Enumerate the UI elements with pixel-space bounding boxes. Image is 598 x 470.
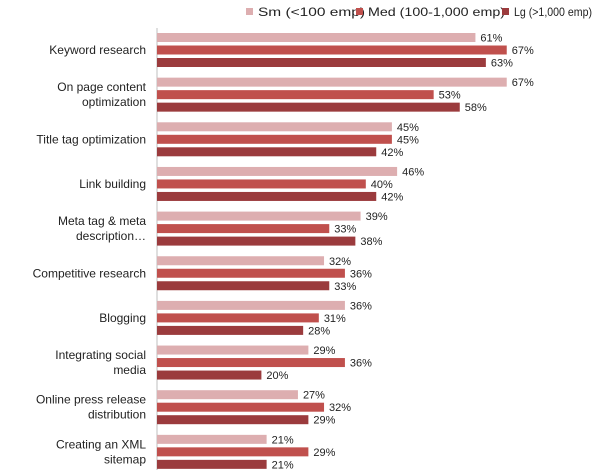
data-label: 67% <box>512 45 534 57</box>
category-label: Meta tag & meta description… <box>58 214 146 243</box>
bar <box>157 236 356 246</box>
bar <box>157 191 377 201</box>
data-label: 28% <box>308 325 330 337</box>
bar <box>157 345 309 355</box>
legend-swatch <box>246 8 253 15</box>
data-label: 40% <box>371 179 393 191</box>
bar <box>157 58 486 67</box>
bar <box>157 134 392 144</box>
data-label: 21% <box>272 459 294 470</box>
bar <box>157 45 507 55</box>
data-label: 32% <box>329 402 351 414</box>
legend-item: Med (100-1,000 emp) <box>356 5 505 19</box>
bar <box>157 370 262 380</box>
data-label: 33% <box>334 224 356 236</box>
category-label: Title tag optimization <box>36 132 146 146</box>
bar <box>157 459 267 469</box>
data-label: 32% <box>329 256 351 268</box>
data-label: 36% <box>350 358 372 370</box>
data-label: 36% <box>350 268 372 280</box>
legend-swatch <box>502 8 509 15</box>
bar <box>157 434 267 444</box>
data-label: 42% <box>381 191 403 203</box>
legend-item: Sm (<100 emp) <box>246 5 365 19</box>
category-label: Integrating social media <box>55 348 146 377</box>
legend-label: Sm (<100 emp) <box>258 5 365 19</box>
category-label: Blogging <box>99 311 146 325</box>
category-label: Creating an XML sitemap <box>56 437 146 466</box>
bar <box>157 211 361 221</box>
bar <box>157 102 460 112</box>
data-label: 53% <box>439 90 461 102</box>
bar <box>157 224 330 234</box>
legend-label: Med (100-1,000 emp) <box>368 5 505 19</box>
bar <box>157 281 330 291</box>
bar <box>157 256 325 266</box>
data-label: 29% <box>313 447 335 459</box>
category-label: Online press release distribution <box>36 393 146 422</box>
data-label: 20% <box>266 370 288 382</box>
bar <box>157 268 345 278</box>
data-label: 67% <box>512 77 534 89</box>
data-label: 31% <box>324 313 346 325</box>
data-label: 46% <box>402 166 424 178</box>
data-label: 29% <box>313 415 335 427</box>
bar <box>157 300 345 310</box>
bar <box>157 147 377 157</box>
bar <box>157 447 309 457</box>
bar <box>157 358 345 368</box>
data-label: 42% <box>381 147 403 159</box>
category-label: On page content optimization <box>57 80 146 109</box>
bar <box>157 90 434 100</box>
chart-legend: Sm (<100 emp) Med (100-1,000 emp) Lg (>1,0… <box>246 5 592 19</box>
bars-group <box>157 33 507 469</box>
bar <box>157 390 298 400</box>
bar <box>157 402 325 412</box>
data-label: 36% <box>350 300 372 312</box>
data-label: 21% <box>272 434 294 446</box>
bar <box>157 415 309 425</box>
legend-label: Lg (>1,000 emp) <box>514 5 592 19</box>
bar <box>157 33 476 42</box>
data-label: 61% <box>480 33 502 45</box>
data-label: 58% <box>465 102 487 114</box>
data-label: 27% <box>303 390 325 402</box>
bar <box>157 122 392 132</box>
data-label: 29% <box>313 345 335 357</box>
data-label: 33% <box>334 281 356 293</box>
legend-item: Lg (>1,000 emp) <box>502 5 592 19</box>
data-label: 45% <box>397 134 419 146</box>
data-label: 39% <box>366 211 388 223</box>
category-label: Link building <box>79 177 146 191</box>
data-label: 45% <box>397 122 419 134</box>
bar <box>157 179 366 189</box>
data-label: 38% <box>360 236 382 248</box>
legend-swatch <box>356 8 363 15</box>
category-label: Competitive research <box>33 266 146 280</box>
bar <box>157 77 507 87</box>
bar <box>157 325 304 335</box>
bar <box>157 313 319 323</box>
bar <box>157 166 398 176</box>
data-label: 63% <box>491 58 513 70</box>
category-label: Keyword research <box>49 43 146 57</box>
